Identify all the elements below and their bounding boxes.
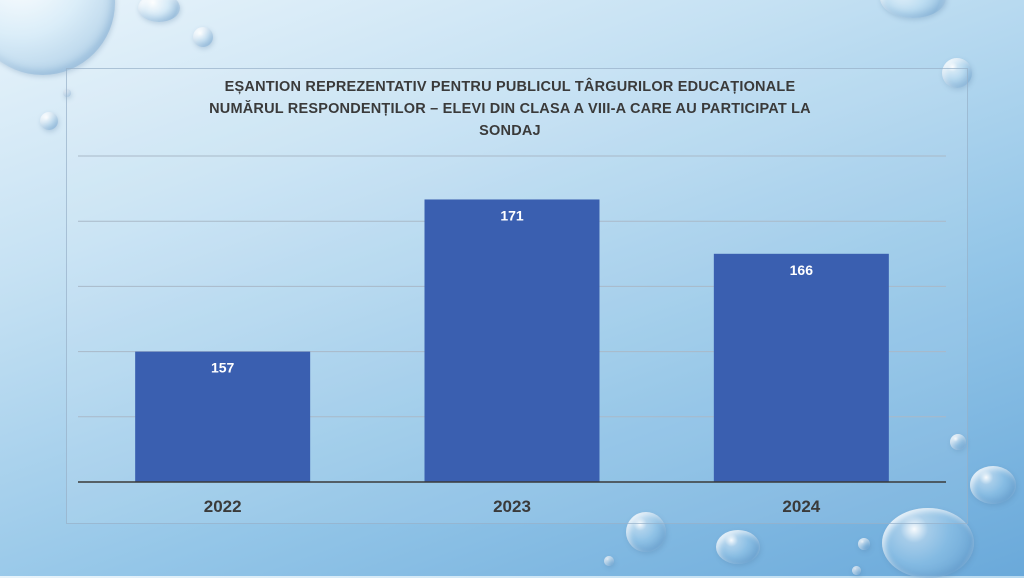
water-drop-decoration — [950, 434, 966, 450]
chart-title: EȘANTION REPREZENTATIV PENTRU PUBLICUL T… — [120, 76, 900, 142]
water-drop-decoration — [880, 0, 946, 18]
chart-title-line-1: EȘANTION REPREZENTATIV PENTRU PUBLICUL T… — [224, 79, 796, 95]
data-label-2024: 166 — [790, 262, 814, 278]
chart-title-line-2: NUMĂRUL RESPONDENȚILOR – ELEVI DIN CLASA… — [209, 101, 811, 117]
data-label-2023: 171 — [500, 207, 524, 223]
water-drop-decoration — [716, 530, 760, 564]
x-tick-label-2024: 2024 — [782, 497, 820, 516]
bar-2022 — [135, 351, 311, 482]
water-drop-decoration — [63, 89, 71, 97]
water-drop-decoration — [852, 566, 861, 575]
water-drop-decoration — [40, 112, 58, 130]
water-drop-decoration — [193, 27, 213, 47]
water-drop-decoration — [604, 556, 614, 566]
data-label-2022: 157 — [211, 360, 235, 376]
bar-2023 — [424, 199, 600, 482]
bar-2024 — [713, 253, 889, 482]
water-drop-decoration — [970, 466, 1016, 504]
x-tick-label-2023: 2023 — [493, 497, 531, 516]
water-drop-decoration — [138, 0, 180, 22]
x-tick-label-2022: 2022 — [204, 497, 242, 516]
water-drop-decoration — [858, 538, 870, 550]
water-drop-decoration — [882, 508, 974, 578]
water-drop-decoration — [626, 512, 666, 552]
chart-title-line-3: SONDAJ — [479, 123, 541, 139]
